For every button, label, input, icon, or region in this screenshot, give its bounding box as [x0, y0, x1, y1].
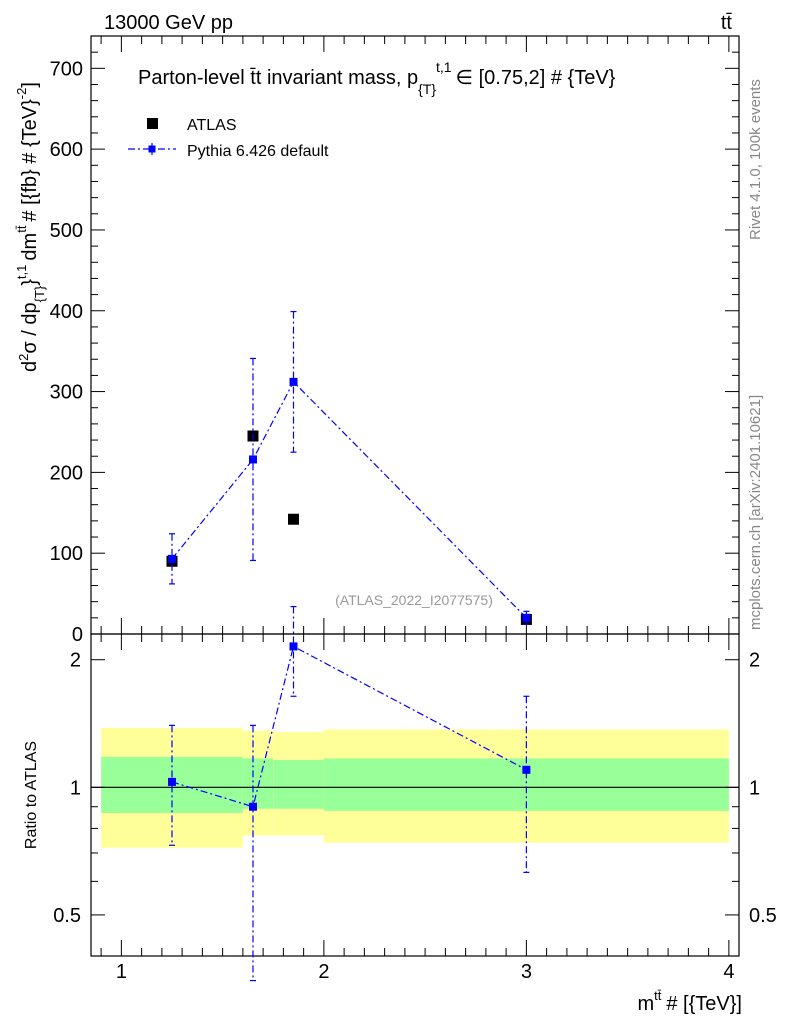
- pythia-point: [289, 377, 298, 386]
- pythia-point: [168, 554, 176, 563]
- main-x-ticks: [100, 36, 730, 634]
- ratio-pythia-line: [171, 645, 527, 808]
- chart-title-sub: {T}: [418, 81, 436, 97]
- legend-pythia-marker: [148, 145, 156, 153]
- ratio-pythia-point: [168, 777, 176, 786]
- x-tick-label: 2: [318, 961, 329, 983]
- main-y-ticks: 0 100 200 300 400 500 600 700: [50, 35, 739, 646]
- energy-label: 13000 GeV pp: [104, 12, 233, 34]
- x-axis-label: mtt̄ # [{TeV}]: [637, 988, 742, 1015]
- x-tick-label: 3: [521, 961, 532, 983]
- ratio-y-tick-label: 2: [70, 650, 81, 672]
- ratio-y-tick-label-right: 0.5: [749, 905, 777, 927]
- main-y-tick-label: 500: [50, 220, 83, 242]
- ratio-y-tick-label: 1: [70, 777, 81, 799]
- ratio-data: [168, 605, 531, 982]
- legend-atlas-label: ATLAS: [187, 117, 237, 134]
- pythia-point: [249, 455, 257, 464]
- main-y-tick-label: 700: [50, 58, 83, 80]
- main-y-tick-label: 300: [50, 382, 83, 404]
- main-y-tick-label: 0: [72, 624, 83, 646]
- process-label: tt̄: [721, 12, 733, 34]
- ratio-band-green: [273, 760, 324, 809]
- analysis-watermark: (ATLAS_2022_I2077575): [335, 592, 493, 608]
- ratio-frame: [90, 633, 740, 957]
- chart-title: Parton-level t̄t invariant mass, p{T}t,1…: [138, 59, 616, 97]
- main-panel: 0 100 200 300 400 500 600 700 Parton-level t̄t …: [14, 35, 740, 646]
- site-label: mcplots.cern.ch [arXiv:2401.10621]: [747, 395, 764, 630]
- chart-title-main: Parton-level t̄t invariant mass, p: [138, 67, 418, 89]
- ratio-y-ticks: 0.5 0.5 1 1 2 2: [53, 650, 777, 927]
- main-data: [166, 310, 532, 625]
- main-y-tick-label: 600: [50, 139, 83, 161]
- chart-title-tail: ∈ [0.75,2] # {TeV}: [456, 67, 616, 89]
- main-y-tick-label: 100: [50, 543, 83, 565]
- x-tick-label: 1: [116, 961, 127, 983]
- main-y-label: d2σ / dp{T}}t,1dmtt̄# [{fb} # {TeV}-2]: [14, 82, 47, 372]
- main-y-tick-label: 400: [50, 301, 83, 323]
- pythia-point: [522, 613, 531, 622]
- legend-pythia-label: Pythia 6.426 default: [187, 143, 329, 160]
- ratio-y-tick-label-right: 2: [749, 650, 760, 672]
- ratio-pythia-point: [522, 765, 531, 774]
- chart-title-sup: t,1: [436, 59, 452, 75]
- ratio-pythia-point: [249, 802, 257, 811]
- rivet-label: Rivet 4.1.0, 100k events: [747, 79, 764, 240]
- main-y-tick-label: 200: [50, 462, 83, 484]
- ratio-y-label: Ratio to ATLAS: [23, 741, 40, 849]
- ratio-band-green: [242, 758, 274, 809]
- ratio-x-ticks: 1 2 3 4: [100, 634, 734, 983]
- legend-atlas-marker: [147, 118, 158, 129]
- pythia-line: [171, 380, 527, 619]
- ratio-y-tick-label-right: 1: [749, 777, 760, 799]
- x-tick-label: 4: [723, 961, 734, 983]
- ratio-panel: 0.5 0.5 1 1 2 2 1 2 3 4 Ratio to ATLAS mtt̄ # [{T…: [23, 605, 777, 1015]
- ratio-pythia-point: [289, 642, 298, 651]
- ratio-y-tick-label: 0.5: [53, 905, 81, 927]
- legend: ATLAS Pythia 6.426 default: [128, 117, 329, 160]
- atlas-point: [288, 513, 299, 525]
